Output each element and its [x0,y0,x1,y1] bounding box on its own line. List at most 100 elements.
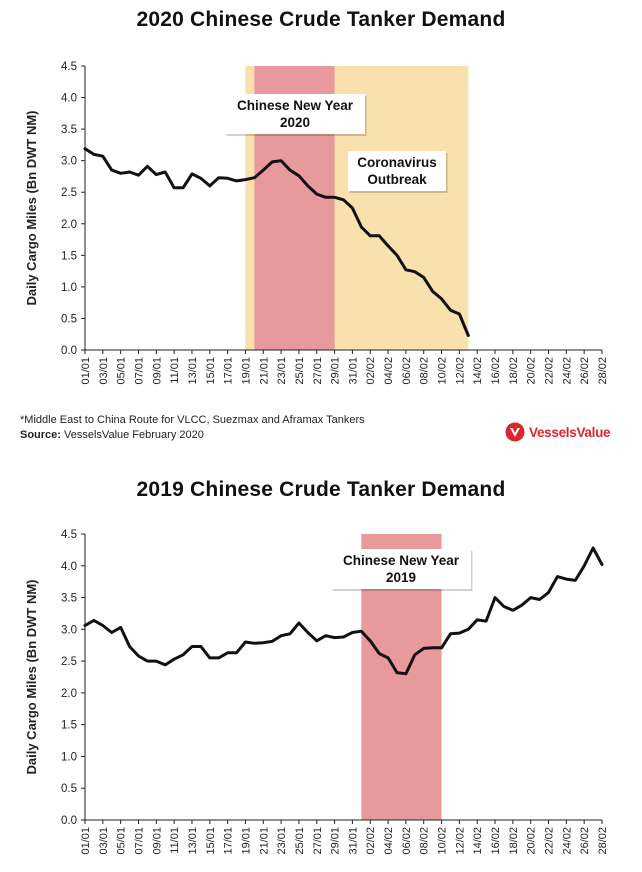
y-tick-label: 0.5 [61,783,77,795]
annotation-text: Chinese New Year [343,553,460,568]
y-tick-label: 4.5 [61,61,77,73]
x-tick-label: 19/01 [240,357,252,385]
x-tick-label: 08/02 [419,827,431,855]
x-tick-label: 22/02 [544,827,556,855]
x-tick-label: 21/01 [258,357,270,385]
annotation-text: 2020 [280,115,310,130]
x-tick-label: 23/01 [276,827,288,855]
annotation-text: Chinese New Year [237,98,354,113]
x-tick-label: 02/02 [365,357,377,385]
x-tick-label: 08/02 [419,357,431,385]
source-text: VesselsValue February 2020 [60,429,204,441]
x-tick-label: 07/01 [133,357,145,385]
y-tick-label: 3.0 [61,624,77,636]
x-tick-label: 26/02 [579,827,591,855]
x-tick-label: 13/01 [187,827,199,855]
source-line: Source: VesselsValue February 2020 [20,429,204,441]
annotation-bg [348,151,446,191]
y-tick-label: 2.0 [61,219,77,231]
x-tick-label: 11/01 [169,357,181,384]
x-tick-label: 25/01 [294,827,306,855]
x-tick-label: 19/01 [240,827,252,855]
x-tick-label: 26/02 [579,357,591,385]
y-axis-label: Daily Cargo Miles (Bn DWT NM) [24,579,39,774]
y-tick-label: 1.5 [61,250,77,262]
x-tick-label: 04/02 [383,357,395,385]
x-tick-label: 28/02 [597,357,609,385]
y-tick-label: 3.5 [61,124,77,136]
x-tick-label: 31/01 [347,357,359,385]
source-label: Source: [20,429,61,441]
x-tick-label: 28/02 [597,827,609,855]
annotation-box: Chinese New Year 2019 [331,549,473,591]
x-tick-label: 01/01 [80,357,92,385]
annotation-text: Outbreak [367,172,427,187]
x-tick-label: 01/01 [80,827,92,855]
series-line [83,147,470,337]
y-tick-label: 0.5 [61,313,77,325]
y-tick-label: 2.5 [61,187,77,199]
x-tick-label: 05/01 [116,827,128,855]
x-tick-label: 18/02 [508,357,520,385]
annotation-text: 2019 [386,570,416,585]
x-tick-label: 09/01 [151,357,163,385]
x-tick-label: 21/01 [258,827,270,855]
x-tick-label: 04/02 [383,827,395,855]
y-tick-label: 1.5 [61,720,77,732]
y-tick-label: 2.5 [61,656,77,668]
annotation-bg [331,549,471,589]
x-tick-label: 12/02 [454,827,466,855]
x-tick-label: 11/01 [169,827,181,854]
y-tick-label: 4.5 [61,529,77,541]
x-tick-label: 20/02 [526,357,538,385]
y-tick-label: 4.0 [61,561,77,573]
x-tick-label: 27/01 [312,827,324,855]
x-tick-label: 09/01 [151,827,163,855]
logo-icon [505,422,525,442]
footnote: *Middle East to China Route for VLCC, Su… [20,414,365,426]
annotation-text: Coronavirus [357,155,437,170]
x-tick-label: 23/01 [276,357,288,385]
x-tick-label: 10/02 [437,357,449,385]
y-tick-label: 3.5 [61,593,77,605]
vesselsvalue-logo: VesselsValue [505,422,611,442]
y-axis-label: Daily Cargo Miles (Bn DWT NM) [24,110,39,305]
x-tick-label: 16/02 [490,827,502,855]
x-tick-label: 20/02 [526,827,538,855]
x-tick-label: 05/01 [116,357,128,385]
chart-2020: 0.0 0.5 1.0 1.5 2.0 2.5 3.0 3.5 4.0 4.5 01/01 03/01… [24,61,609,385]
x-tick-label: 27/01 [312,357,324,385]
x-tick-label: 07/01 [133,827,145,855]
x-tick-label: 10/02 [437,827,449,855]
y-tick-label: 4.0 [61,93,77,105]
annotation-box: Chinese New Year 2020 [225,94,367,136]
x-tick-label: 29/01 [330,357,342,385]
logo-text: VesselsValue [529,424,611,440]
x-tick-label: 24/02 [561,357,573,385]
series-line [83,546,604,676]
x-tick-label: 15/01 [205,827,217,855]
chart-title-2019: 2019 Chinese Crude Tanker Demand [136,478,506,501]
x-tick-label: 17/01 [223,357,235,385]
x-tick-label: 31/01 [347,827,359,855]
x-tick-label: 14/02 [472,827,484,855]
x-tick-label: 22/02 [544,357,556,385]
x-tick-label: 14/02 [472,357,484,385]
y-tick-label: 3.0 [61,156,77,168]
annotation-bg [225,94,365,134]
x-tick-label: 03/01 [98,827,110,855]
x-tick-label: 24/02 [561,827,573,855]
x-tick-label: 03/01 [98,357,110,385]
chart-2019: 0.0 0.5 1.0 1.5 2.0 2.5 3.0 3.5 4.0 4.5 01/01 03/01… [24,529,609,855]
x-tick-label: 13/01 [187,357,199,385]
x-tick-label: 12/02 [454,357,466,385]
x-tick-label: 18/02 [508,827,520,855]
y-tick-label: 0.0 [61,815,77,827]
y-tick-label: 1.0 [61,282,77,294]
x-tick-label: 17/01 [223,827,235,855]
annotation-box: Coronavirus Outbreak [348,151,448,193]
y-tick-label: 0.0 [61,345,77,357]
x-tick-label: 15/01 [205,357,217,385]
y-tick-label: 1.0 [61,751,77,763]
x-tick-label: 16/02 [490,357,502,385]
